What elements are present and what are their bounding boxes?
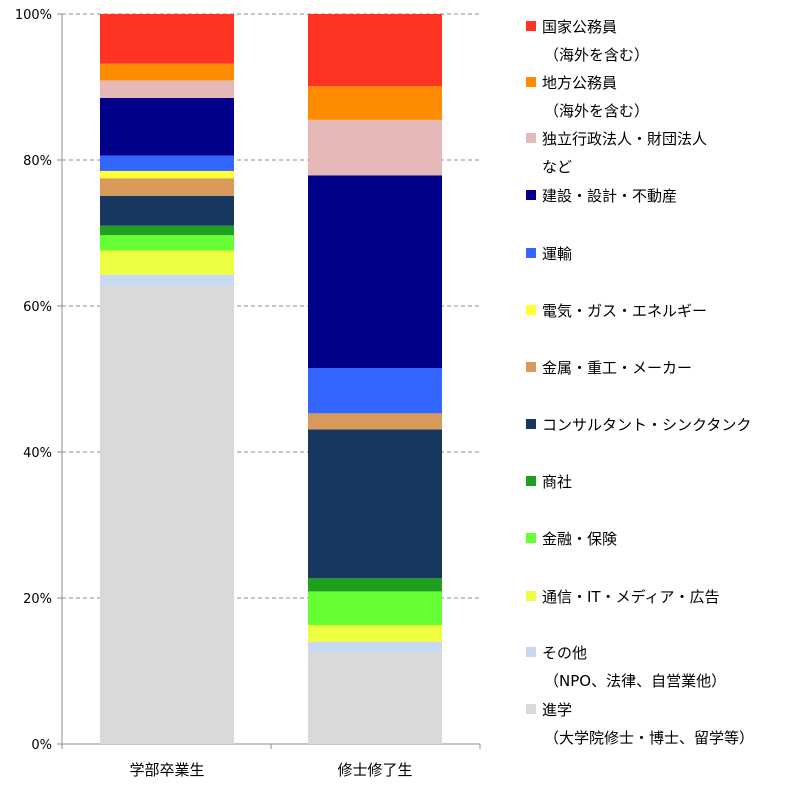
bar-segment (100, 195, 234, 226)
bar-segment (100, 170, 234, 179)
legend-label-line2: （海外を含む） (544, 102, 649, 120)
bar-segment (100, 250, 234, 275)
bar-segment (308, 86, 442, 120)
bar-segment (100, 285, 234, 744)
legend-item: 国家公務員 （海外を含む） (526, 18, 649, 64)
legend-label: 国家公務員 (542, 18, 617, 36)
legend-label: 地方公務員 (542, 74, 617, 92)
legend: 国家公務員 （海外を含む） 地方公務員 （海外を含む） 独立行政法人・財団法人など建設・… (526, 18, 754, 747)
y-tick-label: 20% (23, 592, 52, 607)
legend-label: 進学 (542, 701, 572, 719)
bar-segment (308, 591, 442, 626)
y-tick-label: 60% (23, 300, 52, 315)
legend-swatch (526, 419, 536, 429)
y-tick-label: 80% (23, 154, 52, 169)
legend-item: 電気・ガス・エネルギー (526, 302, 707, 320)
legend-label: 独立行政法人・財団法人 (542, 130, 707, 148)
bar-segment (100, 80, 234, 98)
legend-swatch (526, 133, 536, 143)
x-category-label: 修士修了生 (337, 761, 412, 779)
legend-label-line2: （大学院修士・博士、留学等） (544, 729, 754, 747)
legend-label-line2: （海外を含む） (544, 46, 649, 64)
bar-segment (100, 97, 234, 156)
bar-segment (100, 235, 234, 251)
legend-item: その他 （NPO、法律、自営業他） (526, 644, 726, 690)
bar-segment (308, 625, 442, 642)
legend-swatch (526, 591, 536, 601)
legend-swatch (526, 704, 536, 714)
legend-item: コンサルタント・シンクタンク (526, 416, 751, 434)
legend-item: 通信・IT・メディア・広告 (526, 588, 720, 606)
bar-segment (308, 578, 442, 592)
legend-item: 建設・設計・不動産 (526, 187, 677, 205)
bar-segment (100, 274, 234, 286)
y-tick-label: 100% (15, 8, 52, 23)
bar-segments (100, 14, 442, 744)
legend-swatch (526, 647, 536, 657)
bar-segment (100, 63, 234, 81)
legend-swatch (526, 190, 536, 200)
legend-item: 運輸 (526, 245, 572, 263)
legend-swatch (526, 248, 536, 258)
legend-item: 地方公務員 （海外を含む） (526, 74, 649, 120)
bar-segment (100, 155, 234, 171)
bar-segment (308, 119, 442, 176)
legend-label: 商社 (542, 473, 572, 491)
legend-item: 金属・重工・メーカー (526, 359, 692, 377)
legend-label: 金融・保険 (542, 530, 617, 548)
legend-swatch (526, 476, 536, 486)
legend-item: 進学 （大学院修士・博士、留学等） (526, 701, 754, 747)
legend-item: 商社 (526, 473, 572, 491)
legend-label: 金属・重工・メーカー (542, 359, 692, 377)
legend-label: 建設・設計・不動産 (542, 187, 677, 205)
y-tick-label: 40% (23, 446, 52, 461)
legend-item: 金融・保険 (526, 530, 617, 548)
bar-segment (308, 413, 442, 430)
legend-label: コンサルタント・シンクタンク (542, 416, 751, 434)
bar-segment (100, 14, 234, 64)
y-tick-label: 0% (31, 738, 52, 753)
legend-swatch (526, 533, 536, 543)
bar-segment (100, 225, 234, 236)
legend-swatch (526, 362, 536, 372)
bar-segment (308, 368, 442, 414)
bar-segment (308, 175, 442, 369)
bar-segment (100, 178, 234, 196)
bar-segment (308, 641, 442, 653)
legend-label: 運輸 (542, 245, 572, 263)
legend-label-line2: （NPO、法律、自営業他） (544, 672, 726, 690)
y-axis-tick-labels: 0% 20% 40% 60% 80% 100% (15, 8, 52, 753)
legend-label: 電気・ガス・エネルギー (542, 302, 707, 320)
bar-segment (308, 14, 442, 87)
legend-swatch (526, 305, 536, 315)
x-category-label: 学部卒業生 (129, 761, 204, 779)
legend-label-line2: など (542, 158, 572, 176)
bar-segment (308, 429, 442, 579)
bar-segment (308, 652, 442, 744)
legend-label: その他 (542, 644, 587, 662)
legend-swatch (526, 77, 536, 87)
legend-swatch (526, 21, 536, 31)
legend-label: 通信・IT・メディア・広告 (542, 588, 720, 606)
x-axis-category-labels: 学部卒業生 修士修了生 (129, 761, 412, 779)
